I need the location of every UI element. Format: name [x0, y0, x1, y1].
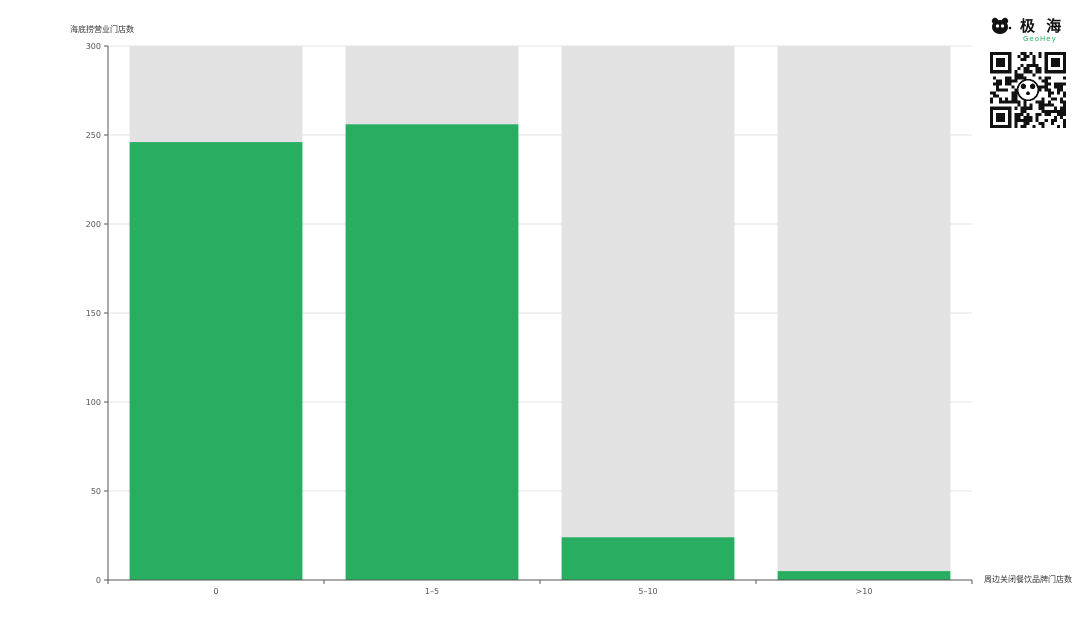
- bar-3: [777, 571, 951, 580]
- y-tick-label: 100: [86, 398, 101, 407]
- bar-0: [129, 142, 303, 580]
- y-axis-title: 海底捞营业门店数: [70, 24, 134, 34]
- panda-logo-icon: [991, 17, 1012, 34]
- bar-1: [345, 124, 519, 580]
- y-tick-label: 200: [86, 220, 101, 229]
- qr-code-icon: [990, 52, 1066, 128]
- x-axis-title: 周边关闭餐饮品牌门店数: [984, 574, 1072, 584]
- bar-2: [561, 537, 735, 580]
- axes: [104, 45, 973, 584]
- y-tick-label: 150: [86, 309, 101, 318]
- tick-labels: 0 50 100 150 200 250 300 0 1–5 5–10 >10: [86, 42, 873, 596]
- y-tick-label: 250: [86, 131, 101, 140]
- y-tick-label: 0: [96, 576, 101, 585]
- x-tick-label: 5–10: [638, 587, 657, 596]
- logo-name-en: GeoHey: [1023, 35, 1057, 43]
- background-bar: [777, 46, 951, 580]
- geohey-logo: 极 海 GeoHey: [990, 14, 1070, 134]
- logo-name-cn: 极 海: [1020, 17, 1065, 35]
- y-tick-label: 50: [91, 487, 101, 496]
- x-tick-label: >10: [856, 587, 873, 596]
- data-bars: [129, 124, 951, 580]
- x-tick-label: 0: [213, 587, 218, 596]
- y-tick-label: 300: [86, 42, 101, 51]
- x-tick-label: 1–5: [425, 587, 439, 596]
- background-bar: [561, 46, 735, 580]
